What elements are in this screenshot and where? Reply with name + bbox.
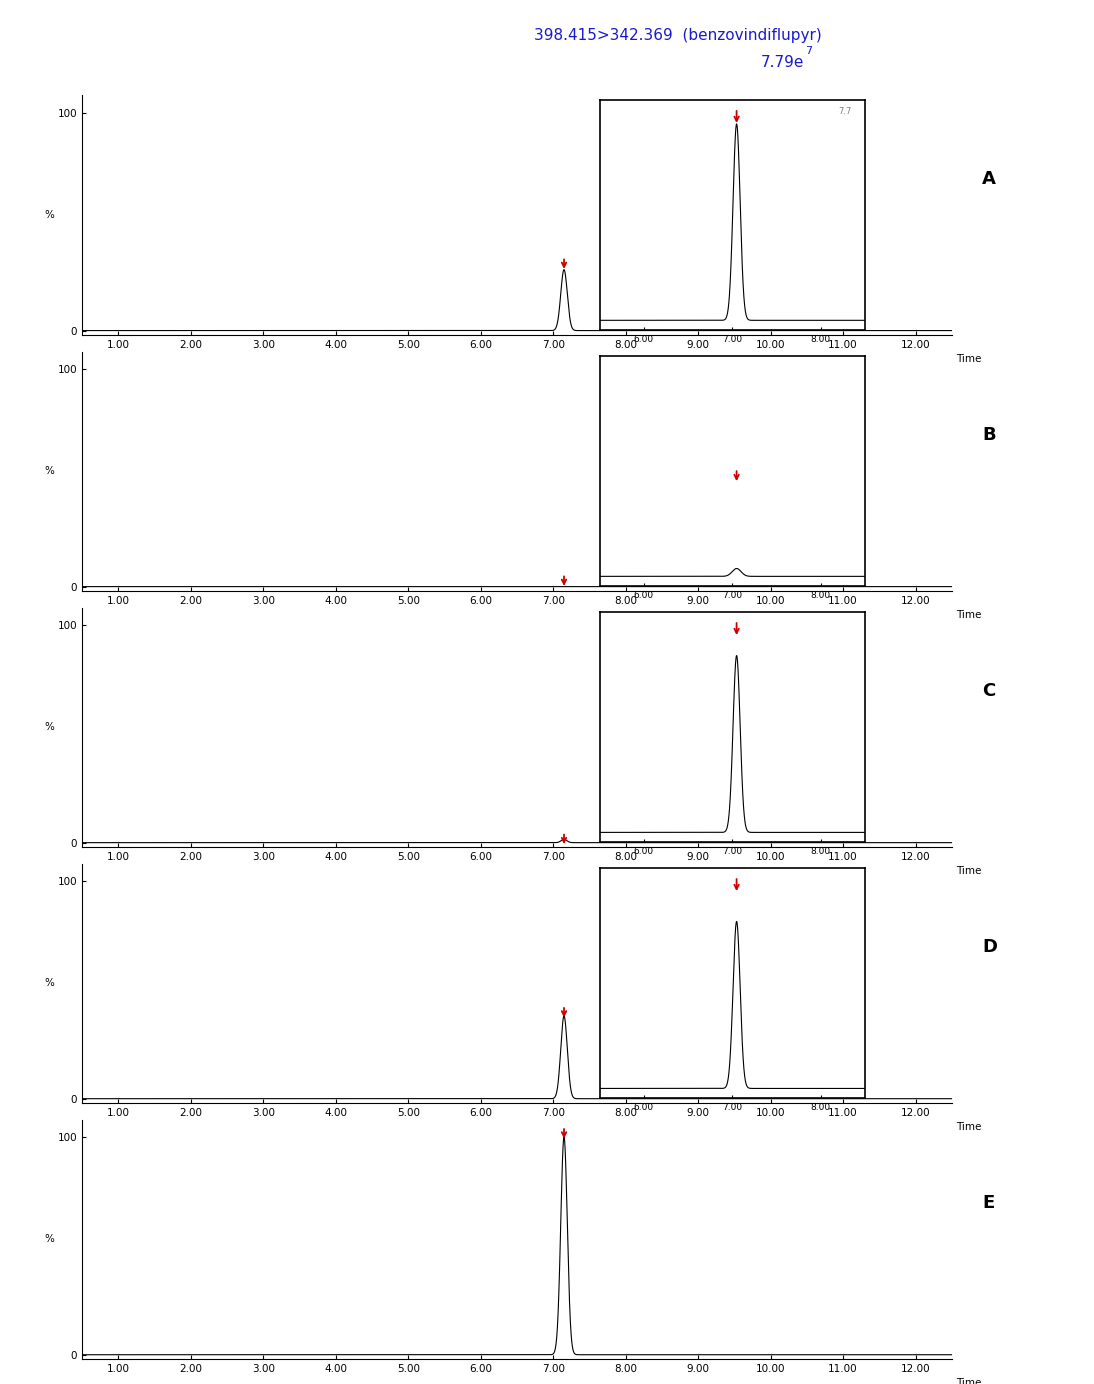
Text: Time: Time bbox=[956, 610, 981, 620]
Text: Time: Time bbox=[956, 1122, 981, 1132]
Text: %: % bbox=[44, 210, 54, 220]
Text: A: A bbox=[982, 170, 997, 188]
Text: C: C bbox=[982, 682, 996, 700]
Text: %: % bbox=[44, 722, 54, 732]
Text: 398.415>342.369  (benzovindiflupyr): 398.415>342.369 (benzovindiflupyr) bbox=[534, 28, 823, 43]
Text: Time: Time bbox=[956, 354, 981, 364]
Text: Time: Time bbox=[956, 1378, 981, 1384]
Text: 7.79e: 7.79e bbox=[760, 55, 804, 71]
Text: E: E bbox=[982, 1194, 994, 1212]
Text: Time: Time bbox=[956, 866, 981, 876]
Text: 7: 7 bbox=[805, 46, 813, 55]
Text: B: B bbox=[982, 426, 996, 444]
Text: %: % bbox=[44, 466, 54, 476]
Text: %: % bbox=[44, 1235, 54, 1244]
Text: D: D bbox=[982, 938, 998, 956]
Text: %: % bbox=[44, 978, 54, 988]
